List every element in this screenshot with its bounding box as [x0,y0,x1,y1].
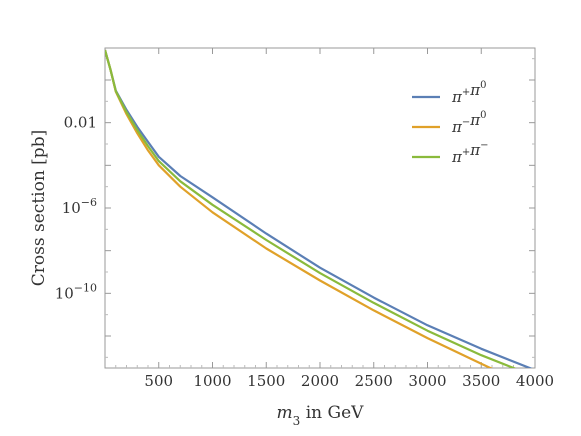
legend-label: π+π− [451,140,489,166]
x-tick-label: 1000 [193,372,231,390]
x-tick-label: 3000 [408,372,446,390]
legend: π+π0 π−π0 π+π− [412,80,489,166]
x-tick-label: 1500 [247,372,285,390]
x-axis-ticks: 500 1000 1500 2000 2500 3000 3500 4000 [115,48,554,390]
series-lines [105,49,533,368]
x-tick-label: 3500 [462,372,500,390]
y-tick-label: 10−10 [55,281,97,302]
legend-label: π+π0 [451,80,486,106]
x-tick-label: 4000 [516,372,554,390]
y-axis-title: Cross section [pb] [29,130,49,286]
series-line-2 [105,49,493,368]
x-tick-label: 2000 [301,372,339,390]
series-line-3 [105,49,517,368]
legend-label: π−π0 [451,110,486,136]
x-tick-label: 500 [144,372,173,390]
y-axis-ticks: 0.01 10−6 10−10 [55,58,535,358]
y-tick-label: 0.01 [64,114,97,132]
x-axis-title: m3 in GeV [277,403,365,428]
y-tick-label: 10−6 [62,196,97,217]
x-tick-label: 2500 [355,372,393,390]
